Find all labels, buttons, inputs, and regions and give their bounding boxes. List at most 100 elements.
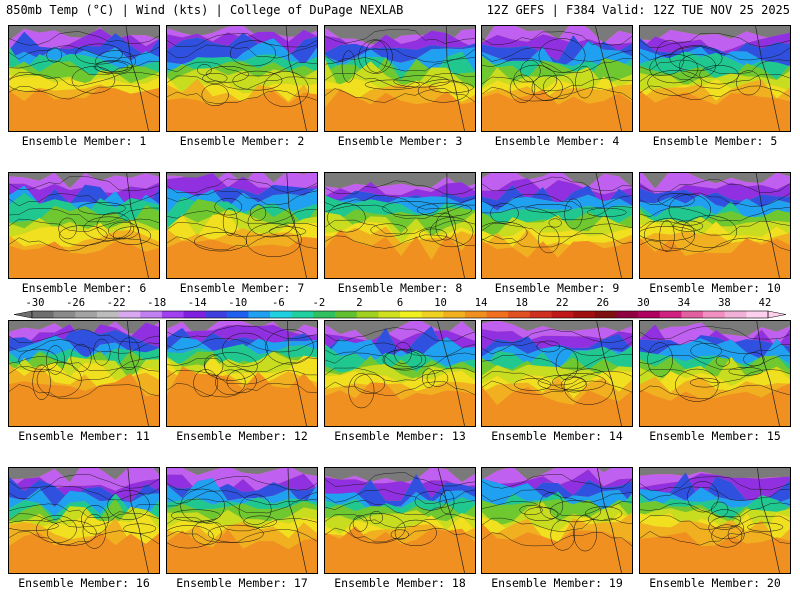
colorbar-segment: [659, 311, 682, 318]
colorbar-segment: [486, 311, 509, 318]
colorbar-segment: [32, 311, 54, 318]
colorbar-tick-label: 42: [758, 297, 772, 309]
temperature-map: [167, 173, 317, 278]
ensemble-panel: [481, 25, 633, 132]
colorbar-segment: [724, 311, 747, 318]
colorbar-segment: [464, 311, 487, 318]
ensemble-member-label: Ensemble Member: 13: [334, 429, 466, 443]
colorbar-segment: [291, 311, 314, 318]
ensemble-member-label: Ensemble Member: 4: [494, 134, 620, 148]
ensemble-panel: [8, 320, 160, 427]
temperature-colorbar: [14, 310, 786, 319]
ensemble-panel: [639, 467, 791, 574]
colorbar-segment: [616, 311, 639, 318]
ensemble-member-label: Ensemble Member: 5: [652, 134, 778, 148]
colorbar-segment: [421, 311, 444, 318]
temperature-map: [640, 321, 790, 426]
temperature-map: [325, 321, 475, 426]
ensemble-member-label: Ensemble Member: 16: [18, 576, 150, 590]
colorbar-segment: [270, 311, 293, 318]
ensemble-member-label: Ensemble Member: 10: [649, 281, 781, 295]
colorbar-tick-label: 14: [474, 297, 488, 309]
colorbar-high-arrow: [767, 310, 786, 319]
ensemble-member-label: Ensemble Member: 19: [491, 576, 623, 590]
ensemble-member-label: Ensemble Member: 2: [179, 134, 305, 148]
temperature-map: [482, 468, 632, 573]
colorbar-tick-label: 34: [677, 297, 691, 309]
colorbar-tick-label: 38: [718, 297, 731, 309]
colorbar-segment: [183, 311, 206, 318]
colorbar-segment: [53, 311, 76, 318]
temperature-map: [325, 173, 475, 278]
colorbar-tick-label: 30: [637, 297, 650, 309]
colorbar-tick-label: -22: [106, 297, 126, 309]
ensemble-panel: [8, 172, 160, 279]
colorbar-segment: [140, 311, 163, 318]
ensemble-member-label: Ensemble Member: 20: [649, 576, 781, 590]
ensemble-panel: [324, 467, 476, 574]
ensemble-member-label: Ensemble Member: 9: [494, 281, 620, 295]
ensemble-panel: [324, 172, 476, 279]
ensemble-panel: [324, 25, 476, 132]
colorbar-segment: [378, 311, 401, 318]
ensemble-member-label: Ensemble Member: 17: [176, 576, 308, 590]
colorbar-tick-label: -10: [228, 297, 248, 309]
colorbar-segment: [400, 311, 422, 318]
ensemble-member-label: Ensemble Member: 6: [21, 281, 147, 295]
ensemble-panel: [481, 320, 633, 427]
colorbar-tick-label: 2: [356, 297, 363, 309]
run-valid-time: 12Z GEFS | F384 Valid: 12Z TUE NOV 25 20…: [486, 3, 790, 17]
colorbar-segment: [335, 311, 358, 318]
temperature-map: [9, 26, 159, 131]
colorbar-tick-label: -2: [312, 297, 326, 309]
colorbar-segment: [205, 311, 228, 318]
colorbar-segment: [594, 311, 617, 318]
colorbar-tick-label: -30: [25, 297, 45, 309]
ensemble-panel: [166, 467, 318, 574]
ensemble-member-label: Ensemble Member: 11: [18, 429, 150, 443]
colorbar-segment: [703, 311, 726, 318]
colorbar-segment: [96, 311, 119, 318]
colorbar-segment: [443, 311, 466, 318]
ensemble-member-label: Ensemble Member: 7: [179, 281, 305, 295]
temperature-map: [640, 468, 790, 573]
temperature-map: [325, 468, 475, 573]
colorbar-segment: [118, 311, 141, 318]
ensemble-member-label: Ensemble Member: 18: [334, 576, 466, 590]
temperature-map: [640, 26, 790, 131]
ensemble-panel: [639, 320, 791, 427]
colorbar-segment: [508, 311, 531, 318]
ensemble-panel: [166, 320, 318, 427]
ensemble-member-label: Ensemble Member: 1: [21, 134, 147, 148]
colorbar-segment: [551, 311, 574, 318]
temperature-map: [325, 26, 475, 131]
ensemble-member-label: Ensemble Member: 8: [337, 281, 463, 295]
temperature-map: [640, 173, 790, 278]
colorbar-tick-label: 10: [434, 297, 447, 309]
temperature-map: [167, 468, 317, 573]
ensemble-panel: [639, 172, 791, 279]
colorbar-tick-label: 22: [555, 297, 569, 309]
ensemble-panel: [324, 320, 476, 427]
ensemble-panel: [166, 172, 318, 279]
ensemble-panel: [8, 25, 160, 132]
colorbar-low-arrow: [14, 310, 33, 319]
colorbar-segment: [313, 311, 336, 318]
colorbar-tick-label: -18: [147, 297, 167, 309]
ensemble-panel: [481, 172, 633, 279]
colorbar-segment: [75, 311, 98, 318]
colorbar-segment: [681, 311, 704, 318]
temperature-map: [482, 26, 632, 131]
temperature-map: [482, 321, 632, 426]
ensemble-member-label: Ensemble Member: 3: [337, 134, 463, 148]
colorbar-segment: [746, 311, 769, 318]
colorbar-segment: [356, 311, 379, 318]
colorbar-tick-label: -26: [66, 297, 86, 309]
temperature-map: [9, 321, 159, 426]
ensemble-member-label: Ensemble Member: 14: [491, 429, 623, 443]
colorbar-tick-label: -6: [272, 297, 285, 309]
colorbar-tick-label: 6: [396, 297, 404, 309]
colorbar-segment: [638, 311, 661, 318]
temperature-map: [167, 26, 317, 131]
colorbar-tick-label: 26: [596, 297, 610, 309]
